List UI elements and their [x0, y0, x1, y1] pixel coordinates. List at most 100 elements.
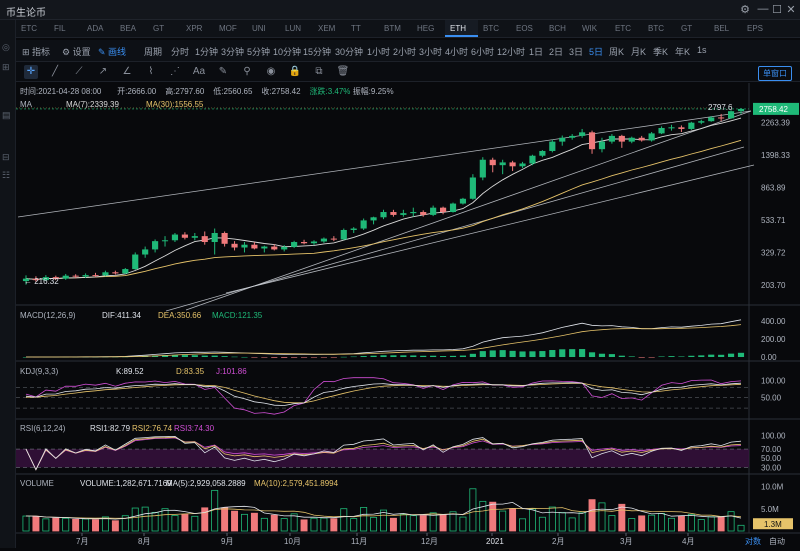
symbol-tab-6[interactable]: MOF	[219, 24, 237, 33]
volume-bar	[628, 518, 636, 532]
symbol-tab-7[interactable]: UNI	[252, 24, 266, 33]
period-3[interactable]: 5分钟	[247, 47, 271, 57]
period-9[interactable]: 3小时	[419, 47, 443, 57]
settings-button[interactable]: ⚙ 设置	[62, 47, 91, 57]
kline-chart[interactable]: 时间:2021-04-28 08:00 开:2666.00 高:2797.60 低:2…	[16, 83, 800, 548]
period-6[interactable]: 30分钟	[335, 47, 364, 57]
symbol-tab-5[interactable]: XPR	[186, 24, 203, 33]
period-8[interactable]: 2小时	[393, 47, 417, 57]
symbol-tab-15[interactable]: EOS	[516, 24, 533, 33]
period-10[interactable]: 4小时	[445, 47, 469, 57]
symbol-tab-0[interactable]: ETC	[21, 24, 37, 33]
candle-body	[440, 207, 447, 213]
macd-bar	[171, 354, 179, 357]
settings-icon[interactable]: ⚙	[740, 4, 750, 16]
indicator-button[interactable]: ⊞ 指标	[22, 47, 51, 57]
period-13[interactable]: 1日	[529, 47, 544, 57]
sidebar-glyph[interactable]: ☷	[2, 170, 11, 180]
candle-body	[22, 278, 30, 282]
candle-body	[727, 111, 735, 119]
symbol-tab-12[interactable]: HEG	[417, 24, 435, 33]
fib-icon[interactable]: ⋰	[170, 66, 180, 77]
period-17[interactable]: 周K	[609, 47, 625, 57]
refresh-interval[interactable]: 1s	[697, 45, 707, 55]
ray-icon[interactable]: ⟋	[75, 66, 83, 77]
volume-bar	[250, 512, 258, 532]
period-4[interactable]: 10分钟	[273, 47, 302, 57]
arrow-icon[interactable]: ↗	[98, 66, 108, 77]
symbol-tab-4[interactable]: GT	[153, 24, 165, 33]
sidebar-glyph[interactable]: ◎	[2, 42, 10, 52]
single-window-button[interactable]: 单窗口	[758, 66, 792, 81]
indicator-label: 指标	[32, 47, 51, 57]
symbol-tab-11[interactable]: BTM	[384, 24, 401, 33]
volume-bar	[459, 516, 467, 532]
symbol-tab-21[interactable]: BEL	[714, 24, 730, 33]
symbol-tab-14[interactable]: BTC	[483, 24, 499, 33]
text-icon[interactable]: Aa	[192, 66, 206, 77]
eye-icon[interactable]: ◉	[266, 66, 276, 77]
symbol-tab-1[interactable]: FIL	[54, 24, 66, 33]
lock-icon[interactable]: 🔒	[288, 66, 302, 77]
symbol-tab-19[interactable]: BTC	[648, 24, 664, 33]
volume-bar	[92, 519, 99, 532]
macd-bar	[489, 350, 496, 357]
volume-bar	[648, 514, 656, 532]
path-icon[interactable]: ⌇	[148, 66, 154, 77]
sidebar-glyph[interactable]: ⊞	[2, 62, 10, 72]
pencil-icon[interactable]: ✎	[218, 66, 228, 77]
title-bar: 币生论币 ⚙ — ☐ ✕	[0, 0, 800, 20]
candle-body	[479, 159, 486, 178]
symbol-tab-9[interactable]: XEM	[318, 24, 336, 33]
symbol-tab-17[interactable]: WIK	[582, 24, 598, 33]
maximize-icon[interactable]: ☐	[772, 4, 782, 16]
trend-line-icon[interactable]: ╱	[51, 66, 59, 77]
volume-axis-label: 5.0M	[761, 505, 779, 514]
period-20[interactable]: 年K	[675, 47, 691, 57]
symbol-tab-13[interactable]: ETH	[445, 20, 478, 37]
close-icon[interactable]: ✕	[786, 4, 796, 16]
symbol-tab-10[interactable]: TT	[351, 24, 361, 33]
copy-icon[interactable]: ⧉	[315, 66, 323, 77]
macd-bar	[231, 356, 238, 358]
macd-bar	[459, 355, 467, 357]
period-2[interactable]: 3分钟	[221, 47, 245, 57]
symbol-tab-3[interactable]: BEA	[120, 24, 137, 33]
candle-body	[688, 122, 695, 129]
delete-icon[interactable]: 🗑	[336, 66, 350, 77]
chart-area[interactable]: 时间:2021-04-28 08:00 开:2666.00 高:2797.60 低:2…	[16, 83, 800, 548]
volume-ma10-line	[25, 507, 742, 519]
symbol-tab-16[interactable]: BCH	[549, 24, 566, 33]
angle-icon[interactable]: ∠	[122, 66, 132, 77]
period-15[interactable]: 3日	[569, 47, 584, 57]
sidebar-glyph[interactable]: ⊟	[2, 152, 10, 162]
period-1[interactable]: 1分钟	[195, 47, 219, 57]
period-5[interactable]: 15分钟	[303, 47, 332, 57]
symbol-tab-18[interactable]: ETC	[615, 24, 631, 33]
symbol-tab-22[interactable]: EPS	[747, 24, 764, 33]
info-field: 收:2758.42	[261, 86, 301, 96]
sidebar-glyph[interactable]: ▤	[2, 110, 11, 120]
macd-bar	[569, 349, 576, 357]
symbol-tab-8[interactable]: LUN	[285, 24, 302, 33]
period-16[interactable]: 5日	[589, 47, 604, 57]
candle-body	[579, 132, 586, 136]
symbol-tab-20[interactable]: GT	[681, 24, 693, 33]
draw-line-button[interactable]: ✎ 画线	[98, 47, 127, 57]
period-19[interactable]: 季K	[653, 47, 669, 57]
period-14[interactable]: 2日	[549, 47, 564, 57]
symbol-tab-2[interactable]: ADA	[87, 24, 104, 33]
crosshair-icon[interactable]: ✛	[24, 65, 38, 79]
period-12[interactable]: 12小时	[497, 47, 526, 57]
period-0[interactable]: 分时	[171, 47, 190, 57]
period-11[interactable]: 6小时	[471, 47, 495, 57]
macd-axis-label: 0.00	[761, 353, 777, 362]
minimize-icon[interactable]: —	[757, 3, 769, 15]
volume-bar	[82, 518, 90, 532]
link-icon[interactable]: ⚲	[243, 66, 251, 77]
candle-body	[310, 241, 318, 244]
macd-bar	[519, 351, 526, 357]
period-18[interactable]: 月K	[631, 47, 647, 57]
volume-bar	[181, 514, 189, 532]
period-7[interactable]: 1小时	[367, 47, 391, 57]
